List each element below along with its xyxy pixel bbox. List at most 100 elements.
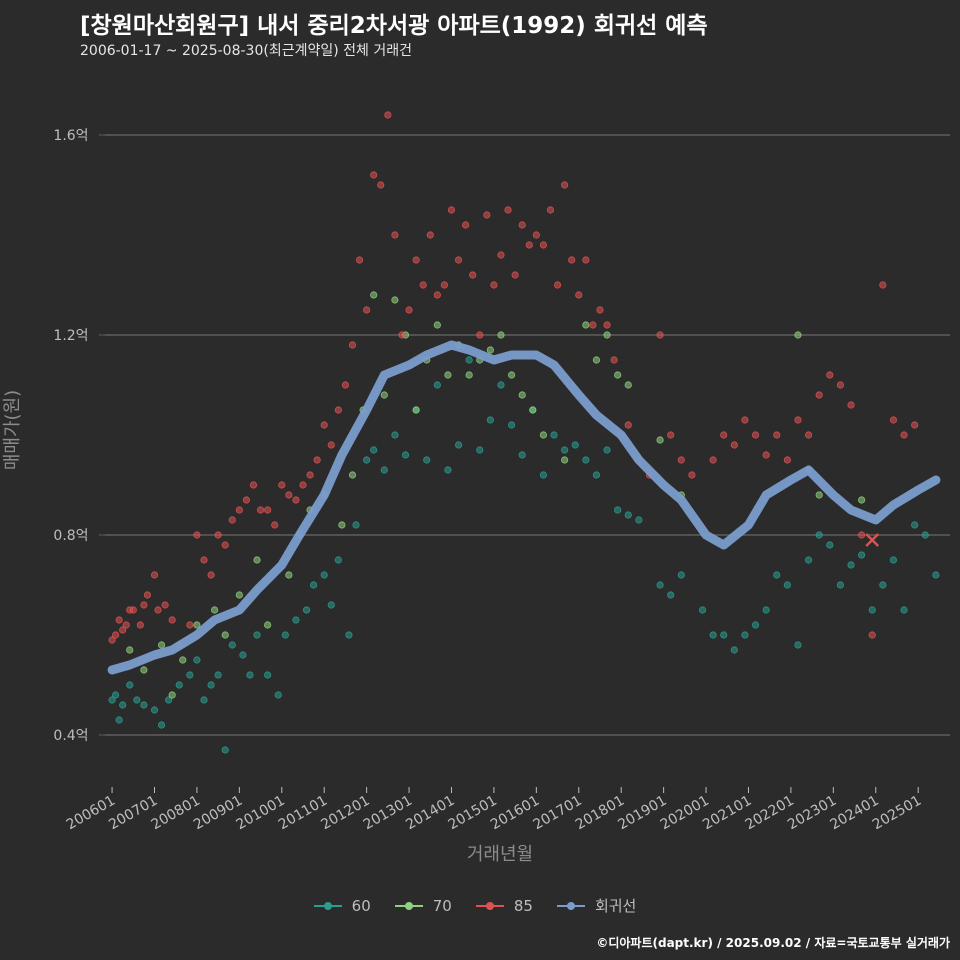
point-85 bbox=[249, 481, 258, 489]
point-85 bbox=[391, 231, 399, 239]
y-tick-label: 1.2억 bbox=[53, 328, 88, 344]
point-85 bbox=[122, 621, 130, 629]
point-60 bbox=[465, 356, 473, 364]
point-60 bbox=[614, 506, 622, 514]
point-60 bbox=[762, 606, 770, 614]
point-85 bbox=[483, 211, 491, 219]
legend-item-70: 70 bbox=[394, 896, 452, 916]
point-85 bbox=[150, 571, 159, 579]
point-60 bbox=[200, 696, 208, 704]
point-60 bbox=[486, 416, 494, 424]
y-axis: 0.4억 0.8억 1.2억 1.6억 bbox=[53, 128, 105, 744]
point-70 bbox=[370, 291, 378, 299]
point-60 bbox=[677, 571, 685, 579]
y-axis-title: 매매가(원) bbox=[2, 390, 23, 470]
point-60 bbox=[150, 706, 159, 714]
point-60 bbox=[539, 471, 548, 479]
legend-key-60 bbox=[313, 896, 342, 916]
legend-key-85 bbox=[475, 896, 504, 916]
point-60 bbox=[309, 581, 318, 589]
chart-title: [창원마산회원구] 내서 중리2차서광 아파트(1992) 회귀선 예측 bbox=[80, 13, 708, 39]
point-60 bbox=[253, 631, 261, 639]
point-60 bbox=[550, 431, 558, 439]
point-60 bbox=[667, 591, 675, 599]
point-85 bbox=[398, 331, 406, 339]
point-85 bbox=[320, 421, 328, 429]
point-85 bbox=[228, 516, 236, 524]
point-85 bbox=[624, 421, 632, 429]
point-70 bbox=[140, 666, 148, 674]
point-60 bbox=[794, 641, 802, 649]
point-85 bbox=[469, 271, 477, 279]
point-70 bbox=[815, 491, 823, 499]
point-60 bbox=[932, 571, 940, 579]
point-60 bbox=[193, 656, 201, 664]
point-60 bbox=[274, 691, 282, 699]
source-footer: ©디아파트(dapt.kr) / 2025.09.02 / 자료=국토교통부 실… bbox=[596, 936, 950, 950]
point-60 bbox=[911, 521, 919, 529]
point-70 bbox=[264, 621, 272, 629]
point-85 bbox=[889, 416, 898, 424]
point-70 bbox=[253, 556, 261, 564]
point-60 bbox=[751, 621, 760, 629]
point-60 bbox=[444, 466, 452, 474]
point-60 bbox=[391, 431, 399, 439]
point-60 bbox=[246, 671, 254, 679]
point-60 bbox=[112, 691, 120, 699]
legend-label-regression: 회귀선 bbox=[594, 897, 637, 915]
legend: 60 70 85 회귀선 bbox=[0, 895, 960, 916]
point-60 bbox=[624, 511, 632, 519]
point-85 bbox=[299, 481, 307, 489]
point-60 bbox=[847, 561, 855, 569]
point-60 bbox=[507, 421, 516, 429]
point-60 bbox=[454, 441, 463, 449]
point-60 bbox=[826, 541, 834, 549]
point-85 bbox=[582, 256, 590, 264]
point-60 bbox=[709, 631, 717, 639]
latest-marker bbox=[865, 533, 880, 547]
point-70 bbox=[338, 521, 346, 529]
point-60 bbox=[165, 696, 173, 704]
point-60 bbox=[730, 646, 738, 654]
point-70 bbox=[465, 371, 473, 379]
point-85 bbox=[313, 456, 321, 464]
point-85 bbox=[384, 111, 392, 119]
point-85 bbox=[454, 256, 463, 264]
point-85 bbox=[235, 506, 243, 514]
point-60 bbox=[239, 651, 247, 659]
legend-key-regression bbox=[556, 896, 585, 916]
point-85 bbox=[900, 431, 908, 439]
point-85 bbox=[129, 606, 137, 614]
point-70 bbox=[518, 391, 526, 399]
point-60 bbox=[186, 671, 194, 679]
point-70 bbox=[168, 691, 176, 699]
y-tick-label: 0.8억 bbox=[53, 528, 88, 544]
point-60 bbox=[804, 556, 813, 564]
point-85 bbox=[271, 521, 279, 529]
point-85 bbox=[264, 506, 272, 514]
y-tick-label: 1.6억 bbox=[53, 128, 88, 144]
legend-label-70: 70 bbox=[432, 896, 452, 915]
point-70 bbox=[582, 321, 590, 329]
point-85 bbox=[447, 206, 456, 214]
point-85 bbox=[751, 431, 760, 439]
point-60 bbox=[720, 631, 728, 639]
point-60 bbox=[140, 701, 148, 709]
point-85 bbox=[568, 256, 576, 264]
point-70 bbox=[126, 646, 134, 654]
point-85 bbox=[341, 381, 350, 389]
point-60 bbox=[108, 696, 116, 704]
point-85 bbox=[741, 416, 749, 424]
point-85 bbox=[847, 401, 855, 409]
point-70 bbox=[539, 431, 548, 439]
point-85 bbox=[207, 571, 215, 579]
point-85 bbox=[405, 306, 413, 314]
point-60 bbox=[433, 381, 441, 389]
point-85 bbox=[377, 181, 385, 189]
point-85 bbox=[214, 531, 222, 539]
point-85 bbox=[140, 601, 148, 609]
point-85 bbox=[154, 606, 162, 614]
point-85 bbox=[193, 531, 201, 539]
point-70 bbox=[614, 371, 622, 379]
